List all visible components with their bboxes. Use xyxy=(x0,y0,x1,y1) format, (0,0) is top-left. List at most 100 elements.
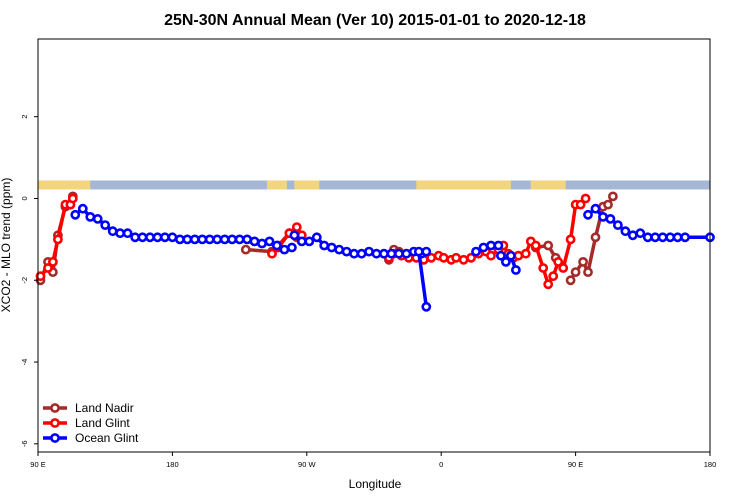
data-point xyxy=(334,244,345,255)
legend-marker xyxy=(50,418,60,428)
data-point xyxy=(189,234,200,245)
data-point xyxy=(438,252,449,263)
y-axis: -6 -4 -2 0 2 xyxy=(20,115,38,447)
legend-item: Land Glint xyxy=(43,416,130,430)
data-point xyxy=(413,246,424,257)
data-point xyxy=(304,236,315,247)
data-point xyxy=(289,230,300,241)
data-point xyxy=(264,236,275,247)
data-point xyxy=(558,263,569,273)
data-point xyxy=(291,222,302,232)
y-tick-label: -2 xyxy=(20,277,29,284)
data-point xyxy=(279,244,290,255)
data-point xyxy=(271,240,282,251)
data-point xyxy=(603,199,613,210)
data-point xyxy=(511,265,521,275)
data-point xyxy=(182,234,193,245)
data-point xyxy=(167,232,178,243)
data-point xyxy=(608,191,618,202)
data-point xyxy=(137,232,148,243)
data-point xyxy=(100,220,111,230)
data-point xyxy=(538,263,549,273)
data-point xyxy=(565,234,576,245)
data-point xyxy=(421,246,432,257)
data-point xyxy=(583,209,593,220)
data-point xyxy=(234,234,245,245)
data-point xyxy=(500,256,511,267)
data-point xyxy=(650,232,661,243)
x-axis: 90 E 180 90 W 0 90 E 180 xyxy=(30,452,716,469)
x-tick-label: 90 E xyxy=(30,460,45,469)
data-point xyxy=(242,234,252,245)
plot-frame xyxy=(37,38,711,453)
data-point xyxy=(520,248,531,259)
land-segment xyxy=(38,180,91,190)
data-point xyxy=(204,234,215,245)
data-point xyxy=(578,256,588,267)
data-point xyxy=(319,240,330,251)
y-tick-label: -6 xyxy=(20,440,29,447)
series-line xyxy=(387,197,587,287)
data-point xyxy=(421,301,432,312)
data-point xyxy=(212,234,223,245)
data-point xyxy=(466,252,476,263)
data-point xyxy=(70,209,81,220)
data-point xyxy=(393,248,404,259)
data-point xyxy=(53,234,63,245)
data-point xyxy=(505,250,516,261)
x-axis-label: Longitude xyxy=(349,477,402,491)
data-point xyxy=(657,232,668,243)
series-layer xyxy=(35,191,715,312)
data-point xyxy=(371,248,382,259)
land-ocean-mask xyxy=(38,180,710,190)
data-point xyxy=(43,263,53,273)
data-point xyxy=(240,244,251,255)
data-point xyxy=(107,226,118,237)
data-point xyxy=(296,236,307,247)
data-point xyxy=(386,248,397,259)
data-point xyxy=(471,246,481,257)
data-point xyxy=(590,232,601,243)
data-point xyxy=(249,236,260,247)
data-point xyxy=(598,211,608,222)
y-axis-label: XCO2 - MLO trend (ppm) xyxy=(0,178,13,313)
legend-item: Land Nadir xyxy=(43,401,134,415)
data-point xyxy=(364,246,374,257)
data-point xyxy=(553,256,564,267)
data-point xyxy=(159,232,170,243)
x-tick-label: 0 xyxy=(439,460,443,469)
data-point xyxy=(478,242,489,253)
series-line xyxy=(417,251,429,308)
data-point xyxy=(565,275,576,286)
data-point xyxy=(620,226,631,237)
data-point xyxy=(145,232,155,243)
data-point xyxy=(543,240,554,251)
data-point xyxy=(570,267,581,277)
x-tick-label: 90 W xyxy=(298,460,316,469)
data-point xyxy=(227,234,237,245)
chart-title: 25N-30N Annual Mean (Ver 10) 2015-01-01 … xyxy=(164,12,586,29)
data-point xyxy=(92,213,103,224)
legend-label: Land Glint xyxy=(75,416,130,430)
land-segment xyxy=(416,180,511,190)
data-point xyxy=(513,250,524,261)
data-point xyxy=(580,193,591,204)
x-tick-label: 180 xyxy=(166,460,179,469)
data-point xyxy=(458,254,469,265)
legend-label: Ocean Glint xyxy=(75,431,139,445)
y-tick-label: 2 xyxy=(20,115,29,119)
x-tick-label: 180 xyxy=(704,460,717,469)
data-point xyxy=(77,203,88,214)
x-tick-label: 90 E xyxy=(568,460,583,469)
data-point xyxy=(67,193,78,204)
data-point xyxy=(326,242,337,253)
data-point xyxy=(672,232,683,243)
data-point xyxy=(311,232,322,243)
data-point xyxy=(451,252,461,263)
data-point xyxy=(493,240,504,251)
series-ocean-glint xyxy=(70,203,715,312)
data-point xyxy=(349,248,359,259)
legend-item: Ocean Glint xyxy=(43,431,139,445)
data-point xyxy=(115,228,125,239)
